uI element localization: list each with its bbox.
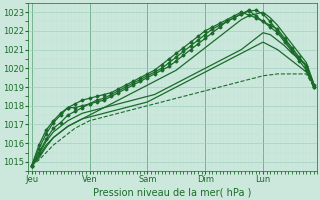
- X-axis label: Pression niveau de la mer( hPa ): Pression niveau de la mer( hPa ): [93, 187, 252, 197]
